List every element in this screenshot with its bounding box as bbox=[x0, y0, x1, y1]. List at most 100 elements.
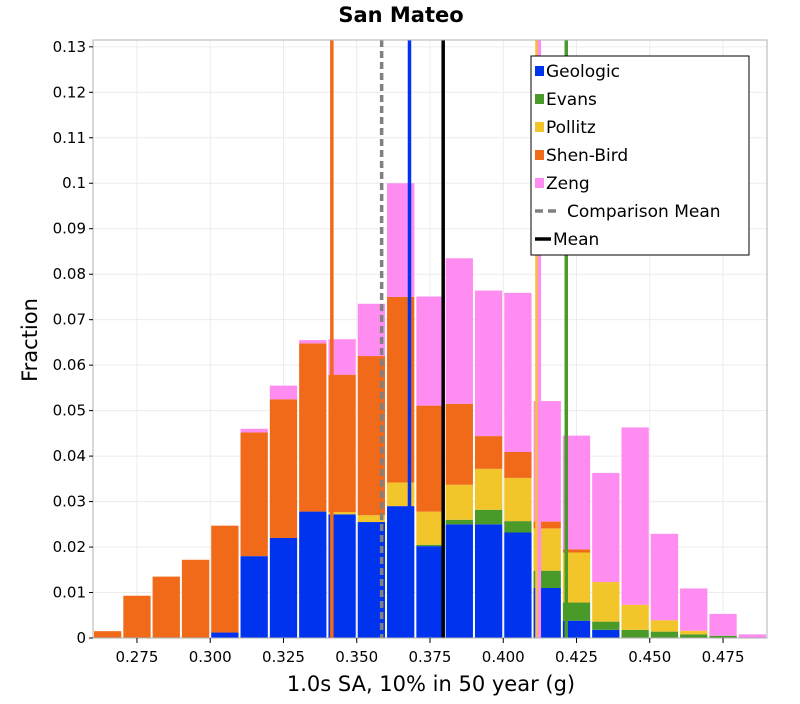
legend-label-shen-bird: Shen-Bird bbox=[546, 146, 628, 166]
bar-zeng-20 bbox=[680, 588, 708, 631]
bar-geologic-13 bbox=[474, 524, 503, 638]
y-tick-label: 0.11 bbox=[53, 129, 86, 147]
bar-geologic-7 bbox=[299, 511, 327, 638]
legend-label-comparison-mean: Comparison Mean bbox=[567, 202, 721, 222]
bar-zeng-22 bbox=[738, 634, 766, 638]
bar-zeng-5 bbox=[240, 428, 268, 433]
bar-zeng-11 bbox=[416, 296, 444, 406]
bar-evans-20 bbox=[680, 634, 708, 638]
bar-pollitz-11 bbox=[416, 511, 444, 545]
x-tick-label: 0.400 bbox=[482, 648, 525, 666]
y-tick-label: 0.04 bbox=[53, 447, 86, 465]
bar-shen-bird-15 bbox=[533, 521, 561, 529]
x-axis-label: 1.0s SA, 10% in 50 year (g) bbox=[287, 672, 575, 696]
bar-zeng-21 bbox=[709, 613, 737, 636]
legend-label-geologic: Geologic bbox=[546, 62, 620, 82]
legend-swatch-pollitz bbox=[535, 122, 544, 132]
legend-swatch-shen-bird bbox=[535, 150, 544, 160]
bar-shen-bird-13 bbox=[474, 436, 503, 469]
bar-evans-14 bbox=[504, 521, 532, 533]
legend-swatch-geologic bbox=[535, 66, 544, 76]
y-tick-label: 0 bbox=[76, 629, 86, 647]
y-tick-label: 0.1 bbox=[62, 174, 86, 192]
bar-evans-19 bbox=[650, 631, 679, 638]
bar-evans-16 bbox=[562, 602, 591, 621]
bar-shen-bird-14 bbox=[504, 452, 532, 478]
bar-zeng-6 bbox=[269, 385, 298, 400]
bar-zeng-13 bbox=[474, 290, 503, 437]
legend-swatch-evans bbox=[535, 94, 544, 104]
bar-pollitz-10 bbox=[387, 482, 415, 507]
bar-evans-18 bbox=[621, 629, 649, 638]
bar-geologic-17 bbox=[592, 629, 620, 638]
bar-pollitz-12 bbox=[445, 484, 473, 520]
bar-geologic-14 bbox=[504, 532, 532, 638]
x-tick-label: 0.450 bbox=[628, 648, 671, 666]
y-tick-label: 0.07 bbox=[53, 311, 86, 329]
bar-evans-21 bbox=[709, 635, 737, 638]
legend-label-pollitz: Pollitz bbox=[546, 118, 596, 138]
legend-label-evans: Evans bbox=[546, 90, 597, 110]
bars-layer bbox=[94, 183, 766, 638]
bar-pollitz-8 bbox=[328, 512, 356, 515]
chart-title: San Mateo bbox=[338, 3, 463, 27]
bar-evans-17 bbox=[592, 621, 620, 630]
legend-box bbox=[530, 55, 750, 256]
bar-geologic-11 bbox=[416, 546, 444, 638]
y-tick-label: 0.09 bbox=[53, 220, 86, 238]
tick-labels-layer: 0 0.01 0.02 0.03 0.04 0.05 0.06 0.07 0.08 0.09 0.1… bbox=[53, 38, 745, 666]
x-tick-label: 0.275 bbox=[115, 648, 158, 666]
bar-shen-bird-12 bbox=[445, 403, 473, 485]
x-tick-label: 0.425 bbox=[555, 648, 598, 666]
bar-shen-bird-2 bbox=[152, 576, 180, 638]
bar-evans-12 bbox=[445, 519, 473, 525]
bar-geologic-16 bbox=[562, 620, 591, 638]
bar-geologic-12 bbox=[445, 524, 473, 638]
y-tick-label: 0.06 bbox=[53, 356, 86, 374]
bar-zeng-18 bbox=[621, 427, 649, 605]
bar-zeng-17 bbox=[592, 472, 620, 583]
y-tick-label: 0.08 bbox=[53, 265, 86, 283]
y-axis-label: Fraction bbox=[18, 298, 42, 382]
bar-shen-bird-4 bbox=[211, 525, 239, 633]
y-tick-label: 0.02 bbox=[53, 538, 86, 556]
bar-evans-11 bbox=[416, 544, 444, 547]
y-tick-label: 0.05 bbox=[53, 402, 86, 420]
bar-shen-bird-16 bbox=[562, 549, 591, 553]
bar-pollitz-13 bbox=[474, 468, 503, 510]
bar-pollitz-9 bbox=[357, 515, 386, 523]
bar-pollitz-18 bbox=[621, 604, 649, 630]
y-tick-label: 0.01 bbox=[53, 584, 86, 602]
bar-pollitz-19 bbox=[650, 620, 679, 632]
bar-zeng-7 bbox=[299, 340, 327, 344]
bar-pollitz-17 bbox=[592, 582, 620, 622]
y-tick-label: 0.12 bbox=[53, 83, 86, 101]
bar-zeng-14 bbox=[504, 292, 532, 453]
legend-label-mean: Mean bbox=[553, 230, 599, 250]
bar-shen-bird-11 bbox=[416, 405, 444, 512]
y-tick-label: 0.03 bbox=[53, 493, 86, 511]
bar-shen-bird-1 bbox=[123, 595, 151, 638]
x-tick-label: 0.325 bbox=[262, 648, 305, 666]
bar-geologic-4 bbox=[211, 632, 239, 638]
bar-shen-bird-7 bbox=[299, 343, 327, 512]
bar-geologic-5 bbox=[240, 556, 268, 638]
bar-zeng-19 bbox=[650, 533, 679, 621]
bar-shen-bird-5 bbox=[240, 432, 268, 557]
bar-pollitz-20 bbox=[680, 630, 708, 635]
bar-geologic-6 bbox=[269, 537, 298, 638]
bar-shen-bird-3 bbox=[181, 559, 210, 638]
bar-pollitz-14 bbox=[504, 477, 532, 522]
y-tick-label: 0.13 bbox=[53, 38, 86, 56]
legend-label-zeng: Zeng bbox=[546, 174, 590, 194]
x-tick-label: 0.350 bbox=[335, 648, 378, 666]
legend: Geologic Evans Pollitz Shen-Bird Zeng Compari… bbox=[530, 55, 750, 256]
bar-shen-bird-0 bbox=[94, 631, 122, 638]
x-tick-label: 0.375 bbox=[409, 648, 452, 666]
x-tick-label: 0.475 bbox=[702, 648, 745, 666]
x-tick-label: 0.300 bbox=[189, 648, 232, 666]
bar-shen-bird-6 bbox=[269, 399, 298, 538]
bar-evans-13 bbox=[474, 509, 503, 525]
